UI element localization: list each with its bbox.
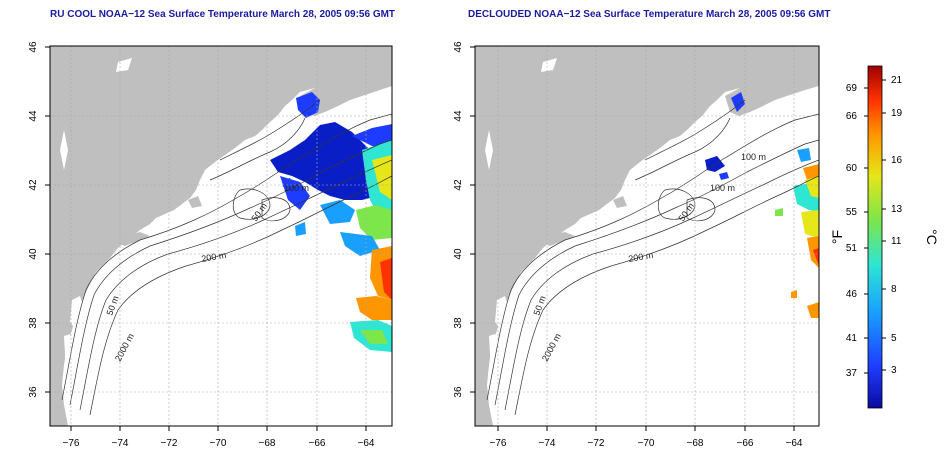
y-tick-label: 36 — [28, 386, 39, 398]
celsius-tick: 5 — [891, 333, 897, 344]
x-tick-label: −68 — [259, 438, 276, 449]
fahrenheit-tick: 37 — [846, 368, 858, 379]
celsius-tick: 13 — [891, 204, 903, 215]
grid-right — [475, 46, 819, 426]
x-tick-label: −66 — [309, 438, 326, 449]
colorbar-gradient — [867, 65, 883, 409]
fahrenheit-tick: 66 — [846, 111, 858, 122]
x-tick-labels-left: −76 −74 −72 −70 −68 −66 −64 — [63, 438, 375, 449]
x-tick-label: −74 — [539, 438, 556, 449]
y-tick-label: 38 — [453, 317, 464, 329]
colorbar: 69 66 60 55 51 46 41 37 21 19 16 13 11 8… — [829, 65, 940, 409]
x-tick-label: −76 — [63, 438, 80, 449]
y-tick-labels-left: 46 44 42 40 38 36 — [28, 41, 39, 398]
fahrenheit-tick: 51 — [846, 243, 858, 254]
fahrenheit-axis-label: °F — [829, 230, 845, 244]
fahrenheit-tick: 69 — [846, 83, 858, 94]
land-left — [50, 46, 392, 426]
celsius-ticks: 21 19 16 13 11 8 5 3 — [891, 75, 903, 376]
celsius-tick: 3 — [891, 365, 897, 376]
x-tick-label: −70 — [638, 438, 655, 449]
x-tick-label: −72 — [161, 438, 178, 449]
contours-right — [486, 99, 819, 416]
celsius-tick: 16 — [891, 155, 903, 166]
x-tick-label: −70 — [210, 438, 227, 449]
celsius-tick: 21 — [891, 75, 903, 86]
celsius-axis-label: °C — [924, 229, 940, 245]
contour-label: 200 m — [628, 250, 654, 264]
nova-scotia-right — [725, 66, 819, 116]
contour-label: 100 m — [741, 152, 766, 162]
fahrenheit-ticks: 69 66 60 55 51 46 41 37 — [846, 83, 858, 379]
y-tick-label: 36 — [453, 386, 464, 398]
nova-scotia-left — [300, 66, 392, 116]
y-tick-label: 46 — [453, 41, 464, 53]
left-map: 100 m 50 m 200 m 50 m 2000 m — [28, 41, 393, 449]
y-tick-label: 44 — [453, 110, 464, 122]
fahrenheit-tick: 46 — [846, 289, 858, 300]
fahrenheit-tick: 60 — [846, 163, 858, 174]
right-map: 100 m 100 m 50 m 200 m 50 m 2000 m — [453, 41, 820, 449]
fahrenheit-tick: 55 — [846, 207, 858, 218]
x-tick-label: −72 — [588, 438, 605, 449]
y-tick-label: 46 — [28, 41, 39, 53]
x-tick-label: −64 — [358, 438, 375, 449]
y-tick-label: 40 — [28, 248, 39, 260]
grid-left — [50, 46, 392, 426]
sst-right — [705, 92, 819, 318]
y-tick-label: 40 — [453, 248, 464, 260]
x-tick-labels-right: −76 −74 −72 −70 −68 −66 −64 — [490, 438, 803, 449]
contours-left — [61, 99, 392, 416]
fahrenheit-tick: 41 — [846, 333, 858, 344]
right-panel-title: DECLOUDED NOAA−12 Sea Surface Temperatur… — [468, 9, 831, 20]
x-tick-label: −74 — [112, 438, 129, 449]
y-tick-labels-right: 46 44 42 40 38 36 — [453, 41, 464, 398]
x-tick-label: −66 — [737, 438, 754, 449]
y-tick-label: 42 — [453, 179, 464, 191]
celsius-tick: 8 — [891, 284, 897, 295]
contour-label: 200 m — [201, 250, 227, 264]
contour-label: 100 m — [284, 183, 309, 193]
sst-left — [270, 92, 392, 352]
contour-label: 100 m — [710, 183, 735, 193]
x-tick-label: −64 — [786, 438, 803, 449]
celsius-tick: 11 — [891, 236, 902, 247]
land-right — [475, 46, 819, 426]
y-tick-label: 38 — [28, 317, 39, 329]
y-tick-label: 42 — [28, 179, 39, 191]
y-tick-label: 44 — [28, 110, 39, 122]
celsius-tick: 19 — [891, 108, 903, 119]
x-tick-label: −68 — [687, 438, 704, 449]
left-panel-title: RU COOL NOAA−12 Sea Surface Temperature … — [50, 9, 396, 20]
x-tick-label: −76 — [490, 438, 507, 449]
